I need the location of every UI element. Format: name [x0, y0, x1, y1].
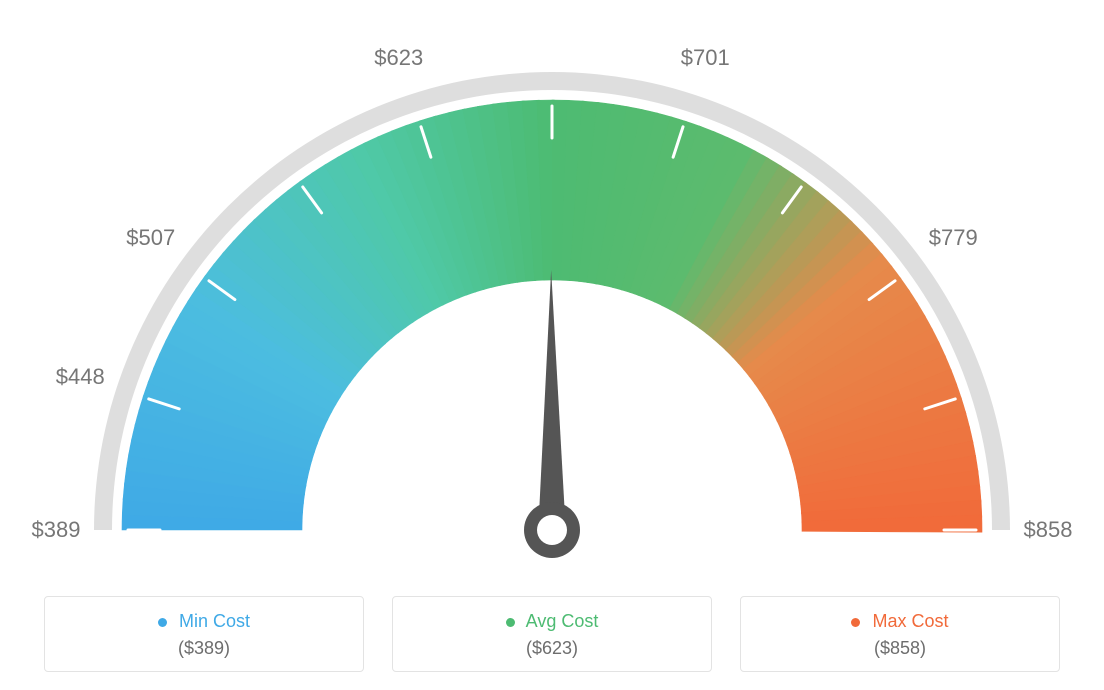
legend-card-min: Min Cost ($389) — [44, 596, 364, 672]
legend-value-min: ($389) — [53, 638, 355, 659]
legend-value-avg: ($623) — [401, 638, 703, 659]
legend-label-avg: Avg Cost — [401, 611, 703, 632]
gauge-area: $389 $448 $507 $623 $701 $779 $858 — [0, 0, 1104, 580]
legend-label-min-text: Min Cost — [179, 611, 250, 631]
legend-card-avg: Avg Cost ($623) — [392, 596, 712, 672]
legend-dot-avg — [506, 618, 515, 627]
legend-label-max-text: Max Cost — [872, 611, 948, 631]
legend-card-max: Max Cost ($858) — [740, 596, 1060, 672]
gauge-svg — [0, 0, 1104, 580]
legend-dot-max — [851, 618, 860, 627]
gauge-tick-label: $779 — [929, 225, 978, 251]
legend-value-max: ($858) — [749, 638, 1051, 659]
legend-dot-min — [158, 618, 167, 627]
gauge-chart-container: $389 $448 $507 $623 $701 $779 $858 Min Cost ($… — [0, 0, 1104, 690]
gauge-tick-label: $701 — [681, 45, 730, 71]
gauge-tick-label: $858 — [1024, 517, 1073, 543]
legend-row: Min Cost ($389) Avg Cost ($623) Max Cost… — [40, 596, 1064, 672]
gauge-tick-label: $507 — [126, 225, 175, 251]
legend-label-min: Min Cost — [53, 611, 355, 632]
legend-label-max: Max Cost — [749, 611, 1051, 632]
legend-label-avg-text: Avg Cost — [526, 611, 599, 631]
gauge-tick-label: $623 — [374, 45, 423, 71]
gauge-tick-label: $448 — [56, 364, 105, 390]
gauge-tick-label: $389 — [32, 517, 81, 543]
